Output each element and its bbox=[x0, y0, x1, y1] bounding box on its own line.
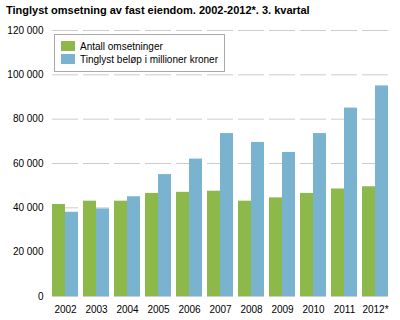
svg-text:2011: 2011 bbox=[334, 303, 356, 314]
svg-text:2010: 2010 bbox=[302, 303, 325, 314]
svg-text:2003: 2003 bbox=[85, 303, 108, 314]
svg-text:100 000: 100 000 bbox=[7, 69, 44, 80]
svg-text:60 000: 60 000 bbox=[13, 157, 44, 168]
svg-text:2002: 2002 bbox=[54, 303, 77, 314]
svg-text:2009: 2009 bbox=[271, 303, 294, 314]
svg-text:0: 0 bbox=[38, 290, 44, 301]
svg-text:120 000: 120 000 bbox=[7, 24, 44, 35]
svg-text:2012*: 2012* bbox=[362, 303, 388, 314]
svg-text:2005: 2005 bbox=[147, 303, 170, 314]
svg-text:40 000: 40 000 bbox=[13, 202, 44, 213]
svg-text:20 000: 20 000 bbox=[13, 246, 44, 257]
svg-text:80 000: 80 000 bbox=[13, 113, 44, 124]
html-text:Tinglyst omsetning av fast eie: Tinglyst omsetning av fast eiendom. 2002… bbox=[6, 4, 310, 16]
html-text:Antall omsetninger: Antall omsetninger bbox=[80, 40, 163, 52]
svg-text:2004: 2004 bbox=[116, 303, 139, 314]
svg-text:2006: 2006 bbox=[178, 303, 201, 314]
html-text:Tinglyst beløp i millioner kro: Tinglyst beløp i millioner kroner bbox=[80, 53, 218, 65]
svg-text:2008: 2008 bbox=[240, 303, 263, 314]
svg-text:2007: 2007 bbox=[209, 303, 232, 314]
